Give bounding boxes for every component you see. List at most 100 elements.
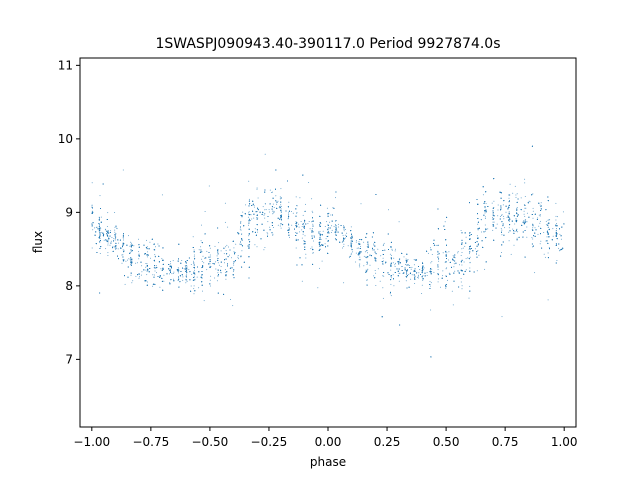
data-point [343, 240, 345, 242]
data-point [129, 251, 131, 253]
data-point [262, 206, 264, 208]
data-point [457, 251, 459, 253]
data-point [172, 260, 174, 262]
data-point [465, 258, 467, 260]
data-point [337, 226, 339, 228]
data-point [114, 229, 116, 231]
data-point [240, 221, 242, 222]
data-point [154, 254, 156, 256]
data-point [301, 229, 303, 231]
data-point [114, 238, 116, 240]
data-point [190, 264, 192, 265]
data-point [210, 275, 212, 277]
data-point [271, 210, 273, 212]
data-point [493, 200, 495, 202]
data-point [105, 248, 107, 250]
data-point [331, 229, 333, 231]
data-point [241, 250, 243, 252]
data-point [525, 207, 527, 209]
data-point [431, 261, 433, 263]
data-point [280, 205, 282, 207]
data-point [229, 254, 230, 256]
data-point [383, 242, 385, 244]
data-point [513, 244, 515, 246]
data-point [508, 220, 510, 222]
data-point [534, 272, 536, 274]
data-point [545, 224, 547, 226]
data-point [398, 272, 400, 274]
data-point [496, 223, 498, 225]
scatter-points [91, 145, 565, 358]
data-point [248, 220, 250, 222]
data-point [320, 238, 322, 240]
data-point [92, 229, 94, 231]
data-point [433, 271, 435, 273]
data-point [201, 271, 202, 272]
data-point [209, 265, 211, 267]
data-point [389, 253, 391, 255]
data-point [140, 274, 142, 276]
data-point [128, 235, 129, 237]
data-point [122, 169, 124, 171]
data-point [484, 268, 486, 270]
data-point [501, 316, 503, 318]
data-point [503, 218, 505, 220]
data-point [408, 274, 410, 275]
data-point [178, 276, 179, 278]
data-point [324, 226, 326, 227]
data-point [482, 194, 484, 196]
data-point [233, 264, 235, 266]
data-point [233, 251, 235, 253]
data-point [453, 255, 455, 257]
data-point [526, 226, 528, 228]
data-point [446, 252, 448, 254]
data-point [526, 236, 528, 238]
data-point [223, 253, 225, 255]
data-point [363, 255, 365, 257]
data-point [508, 211, 510, 213]
data-point [288, 213, 290, 215]
data-point [327, 223, 329, 225]
data-point [382, 245, 384, 246]
data-point [280, 217, 282, 219]
data-point [342, 234, 344, 236]
data-point [210, 266, 212, 267]
data-point [294, 232, 296, 234]
data-point [161, 194, 163, 196]
data-point [298, 223, 300, 225]
data-point [467, 257, 469, 259]
data-point [374, 259, 376, 261]
data-point [468, 297, 470, 299]
data-point [123, 249, 125, 251]
data-point [523, 204, 525, 206]
data-point [321, 260, 323, 262]
data-point [497, 215, 499, 217]
data-point [303, 240, 305, 242]
data-point [216, 280, 218, 282]
data-point [190, 285, 192, 287]
data-point [358, 259, 360, 261]
data-point [555, 229, 557, 231]
data-point [250, 220, 251, 222]
data-point [347, 245, 349, 247]
data-point [185, 278, 187, 280]
data-point [115, 233, 117, 235]
data-point [343, 246, 345, 247]
data-point [547, 252, 549, 254]
data-point [107, 244, 109, 246]
data-point [437, 269, 439, 271]
data-point [295, 223, 297, 225]
data-point [209, 254, 211, 256]
data-point [555, 202, 557, 204]
data-point [430, 247, 431, 249]
data-point [532, 225, 534, 227]
data-point [202, 290, 203, 292]
data-point [279, 196, 281, 198]
data-point [178, 278, 180, 280]
data-point [123, 239, 124, 241]
data-point [237, 255, 239, 256]
data-point [445, 268, 447, 270]
data-point [398, 221, 400, 223]
data-point [414, 283, 416, 284]
data-point [392, 274, 394, 276]
